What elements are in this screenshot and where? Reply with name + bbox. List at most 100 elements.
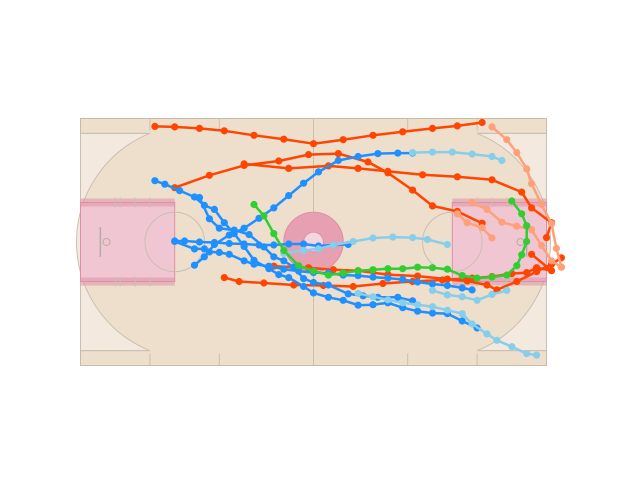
left-hoop — [99, 227, 111, 257]
track-point — [205, 248, 213, 256]
track-point — [414, 301, 422, 309]
track-point — [205, 215, 213, 223]
track-point — [285, 274, 293, 282]
track-point — [428, 280, 437, 288]
track-point — [453, 122, 461, 130]
player-track-14 — [280, 233, 451, 257]
track-point — [250, 200, 258, 209]
track-point — [369, 266, 377, 274]
track-point — [458, 310, 466, 318]
track-point — [428, 148, 437, 156]
track-point — [190, 245, 199, 253]
track-point — [190, 261, 199, 269]
track-point — [518, 251, 526, 259]
track-point — [309, 278, 318, 287]
player-track-18 — [250, 197, 531, 282]
track-point — [557, 263, 566, 271]
track-point — [423, 235, 432, 244]
track-point — [215, 248, 223, 256]
track-point — [478, 118, 486, 127]
track-point — [414, 263, 422, 271]
track-point — [295, 267, 303, 275]
track-point — [399, 275, 407, 284]
track-line — [282, 235, 449, 255]
track-point — [443, 291, 451, 299]
left-rim — [102, 238, 111, 246]
track-point — [300, 275, 308, 283]
track-point — [414, 272, 422, 280]
track-point — [270, 230, 278, 238]
track-point — [458, 284, 466, 292]
track-point — [151, 177, 159, 185]
track-point — [210, 240, 218, 249]
track-point — [354, 289, 362, 297]
track-point — [384, 296, 392, 304]
track-point — [513, 149, 521, 157]
track-point — [280, 246, 288, 254]
track-point — [394, 149, 402, 157]
track-point — [542, 234, 551, 242]
track-point — [483, 205, 491, 213]
track-point — [533, 351, 541, 359]
track-point — [309, 289, 318, 297]
track-point — [473, 274, 481, 282]
track-point — [503, 286, 511, 294]
track-point — [488, 234, 496, 242]
right-three-point-area — [476, 132, 551, 352]
player-tracks — [151, 118, 566, 359]
track-point — [181, 237, 189, 245]
track-point — [399, 265, 407, 273]
right-lane-border — [452, 277, 547, 286]
track-point — [195, 238, 204, 246]
track-point — [285, 240, 293, 248]
track-point — [220, 274, 228, 282]
track-point — [428, 303, 437, 311]
track-point — [220, 219, 228, 227]
track-point — [324, 271, 332, 279]
track-point — [210, 205, 218, 213]
track-point — [547, 267, 556, 275]
track-point — [339, 296, 347, 304]
track-point — [374, 150, 382, 158]
track-line — [242, 162, 553, 239]
track-point — [493, 336, 501, 344]
track-point — [161, 180, 169, 188]
track-point — [369, 234, 377, 242]
track-point — [458, 272, 466, 280]
track-point — [498, 218, 506, 226]
track-line — [456, 212, 494, 240]
track-point — [468, 286, 476, 294]
track-point — [215, 224, 223, 232]
track-point — [270, 204, 278, 212]
track-point — [552, 244, 561, 252]
track-point — [314, 168, 323, 176]
track-point — [443, 281, 451, 290]
track-point — [503, 136, 511, 144]
track-point — [280, 265, 288, 273]
track-point — [275, 271, 283, 279]
track-point — [453, 173, 461, 181]
player-track-17 — [354, 289, 541, 359]
track-point — [523, 350, 531, 358]
track-point — [304, 151, 313, 159]
track-point — [364, 158, 372, 166]
track-point — [438, 276, 446, 284]
track-point — [240, 160, 248, 168]
track-point — [443, 265, 451, 273]
left-lane-border — [80, 277, 175, 286]
track-point — [354, 164, 362, 172]
right-lane-border — [452, 198, 547, 207]
left-three-point-area — [76, 132, 151, 352]
track-point — [285, 192, 293, 200]
player-track-16 — [428, 286, 511, 304]
track-point — [354, 267, 362, 275]
track-point — [443, 240, 451, 249]
track-point — [537, 241, 546, 250]
track-point — [483, 330, 491, 338]
track-point — [409, 149, 417, 157]
track-point — [314, 245, 323, 253]
track-point — [339, 269, 347, 277]
track-point — [513, 222, 521, 230]
track-point — [508, 197, 516, 205]
track-point — [428, 264, 437, 272]
